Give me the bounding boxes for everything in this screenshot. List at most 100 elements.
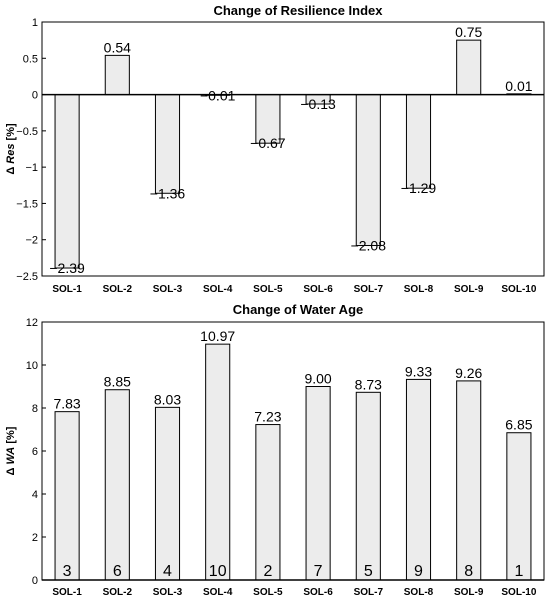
bar (305, 386, 331, 581)
bar (104, 389, 130, 581)
rank-label: 10 (209, 563, 227, 580)
data-label: 8.85 (104, 374, 131, 390)
rank-label: 8 (464, 563, 473, 580)
x-tick-label: SOL-9 (454, 284, 484, 295)
bar (405, 94, 432, 189)
bar (405, 378, 432, 581)
y-tick-label: 1 (32, 17, 38, 29)
x-tick-label: SOL-1 (52, 587, 82, 598)
y-axis: 0 2 4 6 8 10 12 (26, 317, 46, 587)
rank-label: 1 (514, 563, 523, 580)
bar (456, 39, 482, 96)
data-label: −0.13 (300, 96, 336, 112)
y-tick-label: 2 (32, 532, 38, 544)
y-tick-label: 0.5 (23, 53, 38, 65)
bar (355, 391, 381, 581)
y-tick-label: 4 (32, 489, 38, 501)
data-label: 10.97 (200, 328, 235, 344)
x-tick-label: SOL-9 (454, 587, 484, 598)
x-tick-label: SOL-7 (354, 587, 384, 598)
bar (54, 94, 80, 269)
rank-labels: 3 6 4 10 2 7 5 9 8 1 (63, 563, 524, 580)
data-label: −0.67 (250, 135, 286, 151)
data-label: 0.75 (455, 24, 482, 40)
chart-title: Change of Resilience Index (213, 3, 383, 18)
y-tick-label: 0 (32, 575, 38, 587)
bars (54, 39, 532, 269)
rank-label: 2 (263, 563, 272, 580)
y-axis-label: Δ Res [%] (5, 123, 17, 175)
bar (506, 432, 532, 581)
chart-title: Change of Water Age (233, 302, 364, 317)
x-tick-label: SOL-6 (303, 587, 333, 598)
bar (456, 380, 482, 581)
x-tick-label: SOL-3 (153, 284, 183, 295)
data-label: −0.01 (200, 87, 236, 103)
y-tick-label: −1.5 (16, 198, 38, 210)
y-tick-label: 12 (26, 317, 38, 329)
x-tick-label: SOL-5 (253, 284, 283, 295)
data-label: 6.85 (505, 417, 532, 433)
data-label: 7.83 (53, 396, 80, 412)
data-label: 9.00 (304, 371, 331, 387)
data-label: −1.36 (150, 185, 186, 201)
data-label: −2.39 (49, 260, 85, 276)
y-tick-label: −2 (25, 235, 38, 247)
x-axis: SOL-1 SOL-2 SOL-3 SOL-4 SOL-5 SOL-6 SOL-7 SOL-8… (52, 587, 536, 598)
y-tick-label: 0 (32, 90, 38, 102)
resilience-chart: Change of Resilience Index −2.5−2−1.5−1−… (5, 3, 545, 295)
x-tick-label: SOL-6 (303, 284, 333, 295)
y-tick-label: −0.5 (16, 126, 38, 138)
y-tick-label: 6 (32, 446, 38, 458)
bar (54, 411, 80, 581)
rank-label: 9 (414, 563, 423, 580)
x-axis: SOL-1 SOL-2 SOL-3 SOL-4 SOL-5 SOL-6 SOL-7 SOL-8… (52, 284, 536, 295)
y-tick-label: 10 (26, 360, 38, 372)
x-tick-label: SOL-8 (404, 284, 434, 295)
y-axis-label: Δ WA [%] (5, 426, 17, 475)
data-label: −1.29 (401, 180, 437, 196)
bar (255, 424, 281, 581)
y-tick-label: −2.5 (16, 271, 38, 283)
x-tick-label: SOL-10 (501, 284, 536, 295)
x-tick-label: SOL-4 (203, 284, 233, 295)
data-label: 9.33 (405, 363, 432, 379)
bar (154, 406, 181, 581)
x-tick-label: SOL-10 (501, 587, 536, 598)
bar (255, 94, 281, 144)
x-tick-label: SOL-3 (153, 587, 183, 598)
x-tick-label: SOL-2 (103, 284, 133, 295)
y-axis: −2.5 −2 −1.5 −1 −0.5 0 0.5 1 (16, 17, 46, 283)
rank-label: 3 (63, 563, 72, 580)
data-label: −2.08 (351, 238, 387, 254)
data-label: 7.23 (254, 409, 281, 425)
data-label: 8.73 (355, 376, 382, 392)
x-tick-label: SOL-7 (354, 284, 384, 295)
rank-label: 4 (163, 563, 172, 580)
x-tick-label: SOL-1 (52, 284, 82, 295)
data-label: 8.03 (154, 391, 181, 407)
bar (154, 94, 181, 194)
y-tick-label: −1 (25, 162, 38, 174)
rank-label: 7 (314, 563, 323, 580)
plot-frame (41, 21, 545, 277)
bar (104, 54, 130, 96)
data-label: 0.01 (505, 78, 532, 94)
data-label: 9.26 (455, 365, 482, 381)
data-label: 0.54 (104, 39, 131, 55)
rank-label: 6 (113, 563, 122, 580)
x-tick-label: SOL-2 (103, 587, 133, 598)
y-tick-label: 8 (32, 403, 38, 415)
data-labels: −2.39 0.54 −1.36 −0.01 −0.67 −0.13 −2.08 −1.29 0… (49, 24, 532, 276)
bar (355, 94, 381, 247)
bars (54, 343, 532, 581)
x-tick-label: SOL-4 (203, 587, 233, 598)
x-tick-label: SOL-5 (253, 587, 283, 598)
bar (205, 343, 231, 581)
data-labels: 7.83 8.85 8.03 10.97 7.23 9.00 8.73 9.33 9.26 6.8… (53, 328, 532, 433)
x-tick-label: SOL-8 (404, 587, 434, 598)
rank-label: 5 (364, 563, 373, 580)
